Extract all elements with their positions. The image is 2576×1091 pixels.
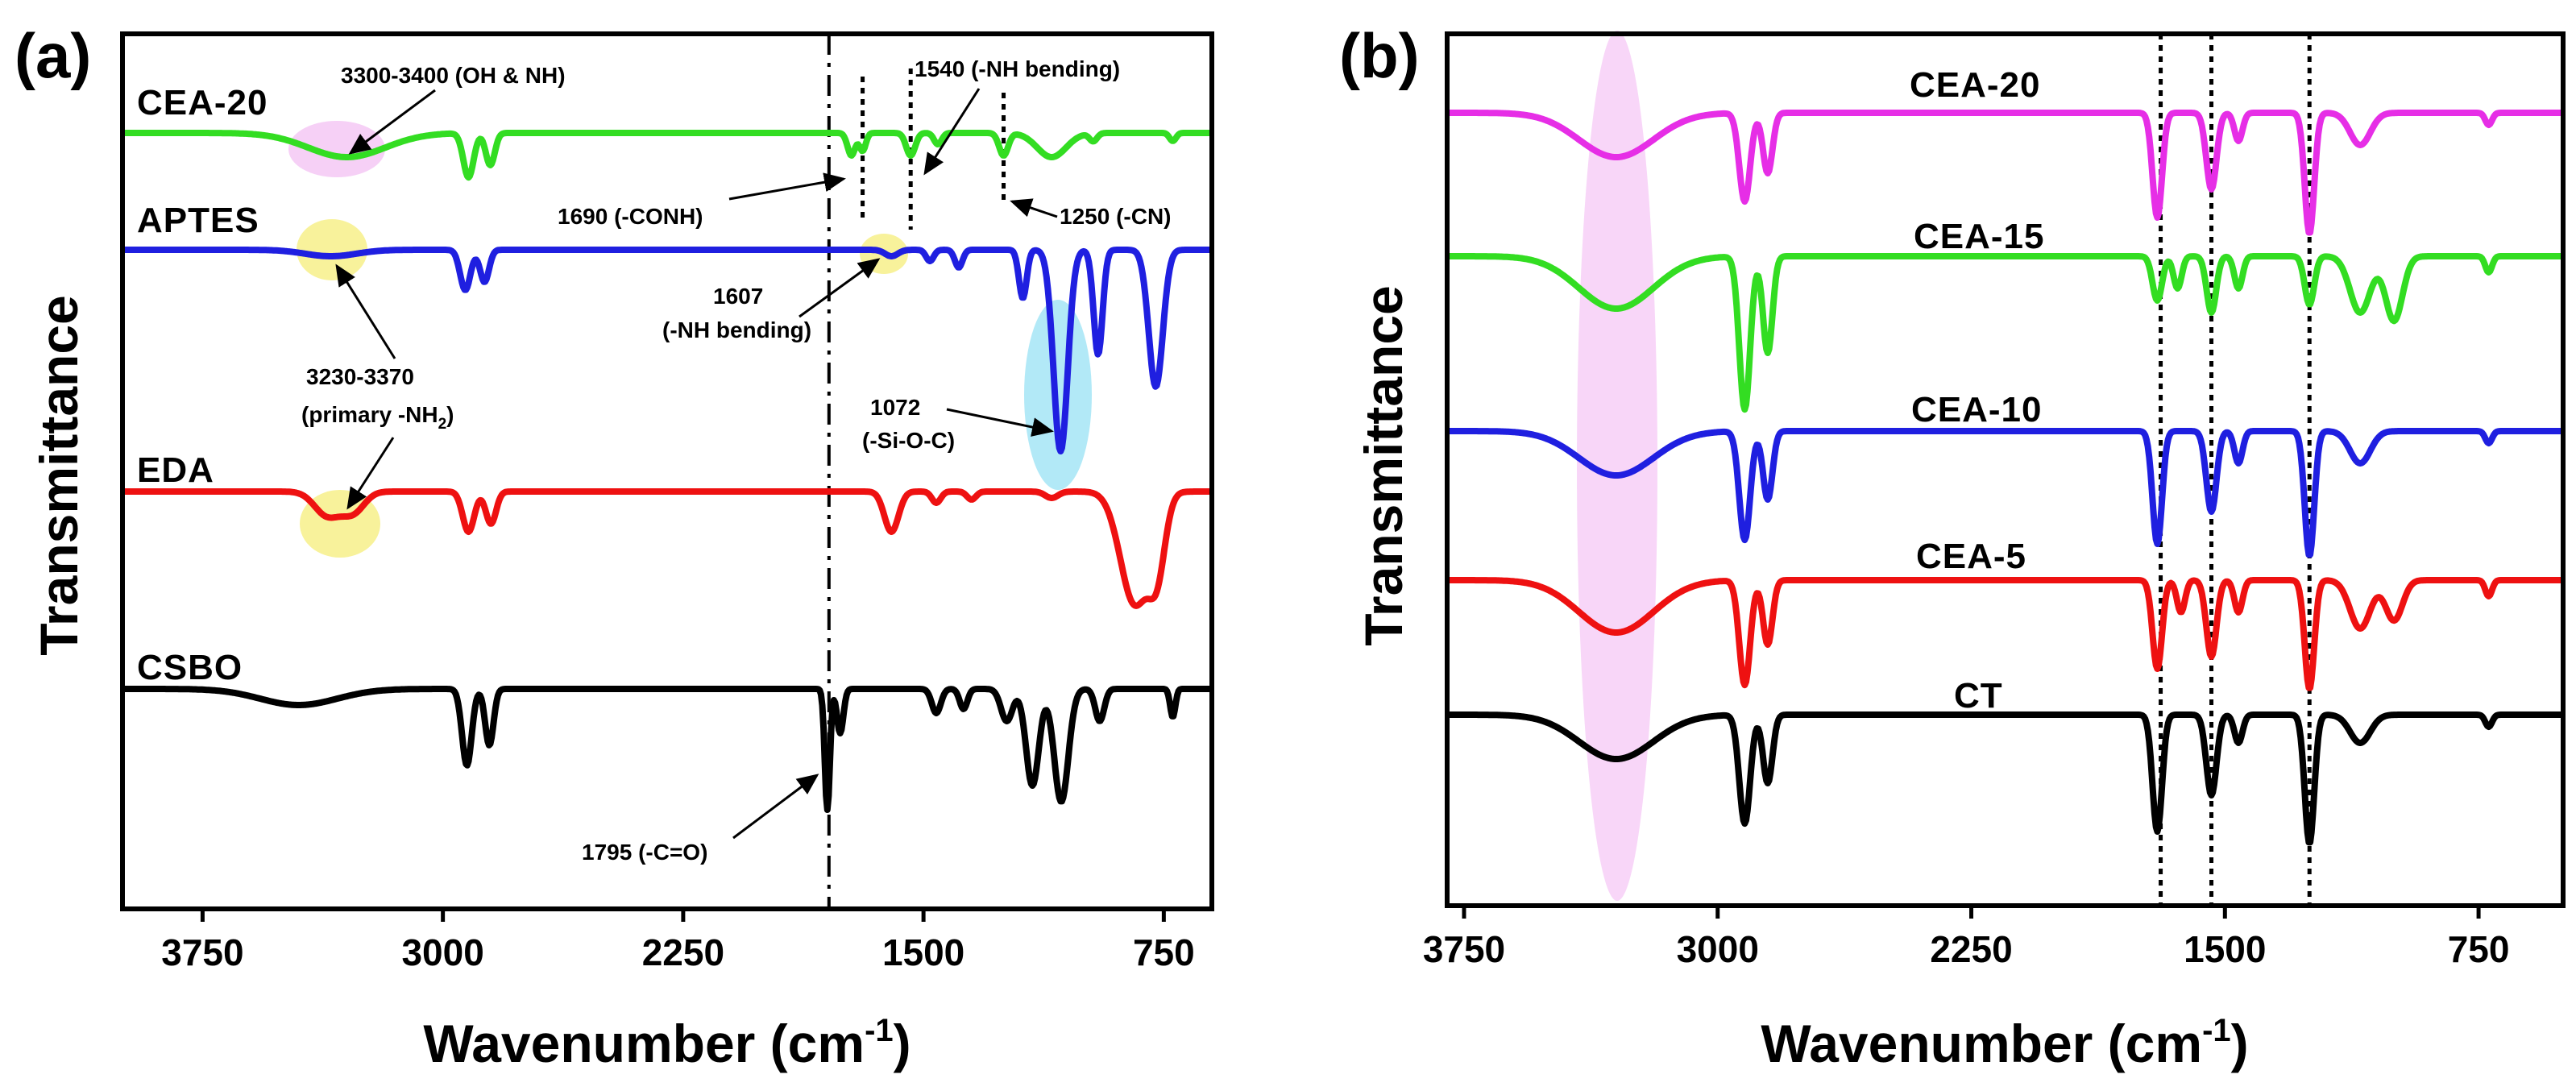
x-tick-label-3750: 3750 <box>161 931 243 973</box>
x-tick-label-1500: 1500 <box>882 931 964 973</box>
series-label-aptes: APTES <box>137 201 259 240</box>
ftir-figure: (a) 3750 3000 2250 1500 750 CEA-20 APTES EDA… <box>0 0 2576 1091</box>
x-tick-label-2250: 2250 <box>1930 928 2012 970</box>
series-label-cea20-a: CEA-20 <box>137 83 268 122</box>
series-label-cea20-b: CEA-20 <box>1910 65 2041 105</box>
series-label-cea15: CEA-15 <box>1914 217 2045 256</box>
anno-3230-3370: 3230-3370 <box>306 364 414 389</box>
x-tick-label-2250: 2250 <box>642 931 724 973</box>
x-axis-title-a: Wavenumber (cm-1) <box>423 1013 911 1073</box>
panel-b-letter: (b) <box>1339 20 1420 91</box>
anno-1607-desc: (-NH bending) <box>662 317 811 342</box>
anno-1540: 1540 (-NH bending) <box>915 56 1120 81</box>
x-tick-label-750: 750 <box>1133 931 1195 973</box>
anno-3300-3400: 3300-3400 (OH & NH) <box>341 63 566 88</box>
panel-a-letter: (a) <box>15 20 91 91</box>
x-tick-label-1500: 1500 <box>2184 928 2266 970</box>
x-axis-title-b: Wavenumber (cm-1) <box>1761 1013 2248 1073</box>
highlight-a-cea20-ohnh <box>288 121 385 177</box>
anno-1072: 1072 <box>870 395 920 420</box>
anno-1250: 1250 (-CN) <box>1060 204 1171 229</box>
anno-1690: 1690 (-CONH) <box>558 204 703 229</box>
highlight-a-aptes-nh2 <box>297 219 367 280</box>
y-axis-title-b: Transmittance <box>1354 285 1413 646</box>
series-label-eda: EDA <box>137 450 214 490</box>
x-tick-label-3750: 3750 <box>1423 928 1505 970</box>
series-label-csbo: CSBO <box>137 648 243 687</box>
series-label-cea10: CEA-10 <box>1911 390 2043 429</box>
anno-1795: 1795 (-C=O) <box>582 840 707 865</box>
series-label-ct: CT <box>1954 676 2003 716</box>
anno-1607: 1607 <box>713 284 763 309</box>
y-axis-title-a: Transmittance <box>29 295 89 656</box>
x-tick-label-750: 750 <box>2448 928 2510 970</box>
x-tick-label-3000: 3000 <box>401 931 483 973</box>
x-tick-label-3000: 3000 <box>1677 928 1759 970</box>
series-label-cea5: CEA-5 <box>1916 537 2026 576</box>
anno-1072-desc: (-Si-O-C) <box>862 428 955 453</box>
